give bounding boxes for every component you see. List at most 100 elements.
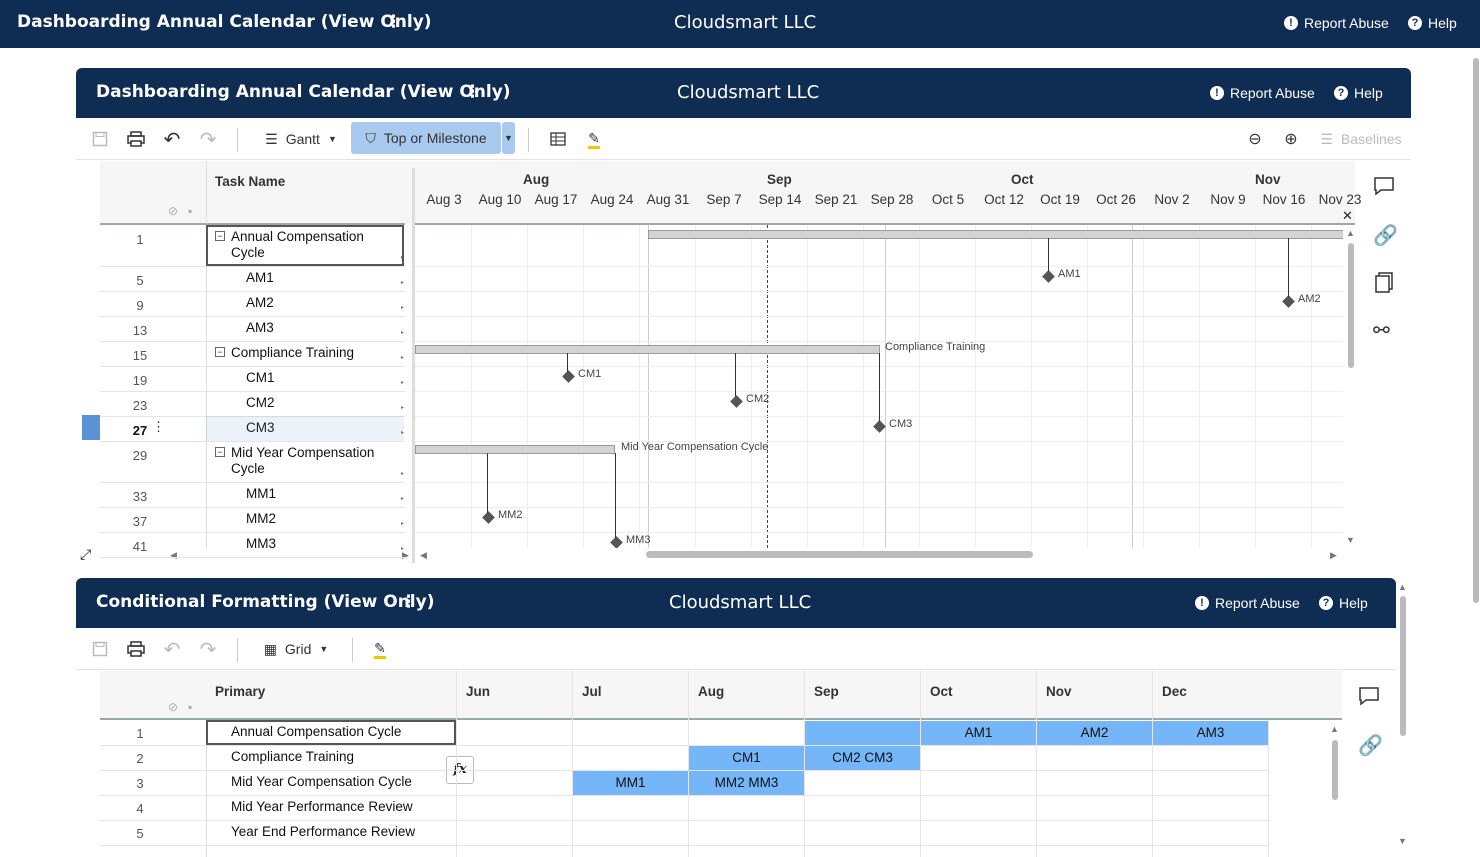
primary-cell[interactable]: Mid Year Compensation Cycle [231,774,412,789]
task-name-cell[interactable]: MM1 [246,486,276,501]
expand-icon[interactable]: ⤢ [80,546,92,562]
cm1-milestone[interactable] [562,370,575,383]
annual-compensation-bar[interactable] [648,230,1343,239]
scroll-up-icon[interactable]: ▲ [1330,724,1339,734]
highlighted-cell[interactable]: CM1 [689,746,804,770]
primary-column-header[interactable]: Primary [215,684,266,699]
primary-cell[interactable]: Mid Year Performance Review [231,799,413,814]
cm3-milestone[interactable] [873,420,886,433]
highlighted-cell[interactable]: AM1 [921,721,1036,745]
view-selector[interactable]: ▦ Grid ▼ [256,628,336,670]
scroll-right-icon[interactable]: ▶ [1330,550,1337,560]
page-scroll-up-icon[interactable]: ▲ [1398,582,1407,592]
vertical-scrollbar[interactable] [1332,740,1338,800]
cm2-milestone[interactable] [730,395,743,408]
month-column-header[interactable]: Jun [466,684,491,699]
row-menu-icon[interactable]: ⋮ [152,419,165,434]
window-scrollbar[interactable] [1473,58,1479,603]
help-button[interactable]: ? Help [1334,85,1383,101]
task-name-cell[interactable]: CM2 [246,395,275,410]
highlighted-cell[interactable] [805,721,920,745]
task-name-cell[interactable]: AM2 [246,295,274,310]
horizontal-scrollbar[interactable] [646,551,1033,558]
primary-cell[interactable]: Year End Performance Review [231,824,416,839]
scroll-down-icon[interactable]: ▼ [1346,535,1355,545]
task-name-cell[interactable]: AM3 [246,320,274,335]
mm2-milestone[interactable] [482,511,495,524]
proofs-icon[interactable] [1373,271,1397,295]
month-column-header[interactable]: Sep [814,684,839,699]
undo-icon[interactable]: ↶ [163,128,181,151]
save-icon[interactable] [88,628,112,670]
row-selector[interactable] [82,415,100,440]
zoom-out-icon[interactable]: ⊖ [1248,131,1262,148]
month-column-header[interactable]: Dec [1162,684,1187,699]
help-button[interactable]: ? Help [1408,15,1457,31]
highlighted-cell[interactable]: AM3 [1153,721,1268,745]
conversations-icon[interactable] [1373,176,1397,200]
highlighted-cell[interactable]: MM2 MM3 [689,771,804,795]
month-column-header[interactable]: Oct [930,684,953,699]
task-name-cell[interactable]: CM3 [246,420,275,435]
redo-icon[interactable]: ↷ [199,638,217,661]
month-column-header[interactable]: Jul [582,684,602,699]
report-abuse-button[interactable]: ! Report Abuse [1284,15,1389,31]
print-icon[interactable] [124,118,148,160]
print-icon[interactable] [124,628,148,670]
highlight-icon[interactable]: ✎ [368,628,392,670]
filter-button[interactable]: ⛉ Top or Milestone [351,122,501,154]
zoom-in-icon[interactable]: ⊕ [1284,131,1298,148]
scroll-left-icon[interactable]: ◀ [170,550,177,560]
collapse-icon[interactable]: − [215,231,225,241]
task-name-cell[interactable]: CM1 [246,370,275,385]
more-options-icon[interactable]: ⋮ [385,12,402,32]
task-name-cell[interactable]: Annual Compensation Cycle [231,229,364,260]
primary-cell[interactable]: Compliance Training [231,749,355,764]
scroll-up-icon[interactable]: ▲ [1346,228,1355,238]
pane-splitter[interactable] [412,168,415,563]
task-name-cell[interactable]: MM2 [246,511,276,526]
report-abuse-button[interactable]: ! Report Abuse [1210,85,1315,101]
more-options-icon[interactable]: ⋮ [464,82,481,102]
highlighted-cell[interactable]: MM1 [573,771,688,795]
attachments-icon[interactable]: 🔗 [1373,225,1398,247]
row-number: 19 [132,373,148,388]
page-scrollbar[interactable] [1400,596,1406,736]
am2-milestone[interactable] [1282,295,1295,308]
collapse-icon[interactable]: − [215,447,225,457]
conversations-icon[interactable] [1358,686,1382,710]
highlighted-cell[interactable]: CM2 CM3 [805,746,920,770]
scroll-left-icon[interactable]: ◀ [420,550,427,560]
attachments-icon[interactable]: 🔗 [1358,735,1383,757]
undo-icon[interactable]: ↶ [163,638,181,661]
close-icon[interactable]: ✕ [1342,208,1353,223]
mid-year-compensation-bar[interactable] [415,445,615,454]
save-icon[interactable] [88,118,112,160]
task-name-cell[interactable]: AM1 [246,270,274,285]
highlighted-cell[interactable]: AM2 [1037,721,1152,745]
month-column-header[interactable]: Nov [1046,684,1072,699]
view-selector[interactable]: ☰ Gantt ▼ [256,118,346,160]
mm3-milestone[interactable] [610,536,623,548]
compliance-training-bar[interactable] [415,345,880,354]
primary-cell[interactable]: Annual Compensation Cycle [231,724,402,739]
collapse-icon[interactable]: − [215,347,225,357]
page-scroll-down-icon[interactable]: ▼ [1398,836,1407,846]
task-name-cell[interactable]: MM3 [246,536,276,551]
am1-milestone[interactable] [1042,270,1055,283]
task-name-header[interactable]: Task Name [215,174,286,189]
month-column-header[interactable]: Aug [698,684,725,699]
help-button[interactable]: ? Help [1319,595,1368,611]
more-options-icon[interactable]: ⋮ [400,592,417,612]
grid-icon[interactable] [546,118,570,160]
baselines-button[interactable]: ☰ Baselines [1316,118,1406,160]
task-name-cell[interactable]: Compliance Training [231,345,355,360]
vertical-scrollbar[interactable] [1348,243,1354,368]
task-name-cell[interactable]: Mid Year Compensation Cycle [231,445,375,476]
connections-icon[interactable]: ⚯ [1373,320,1390,342]
redo-icon[interactable]: ↷ [199,128,217,151]
scroll-right-icon[interactable]: ▶ [402,550,409,560]
filter-dropdown-icon[interactable]: ▼ [502,122,515,154]
report-abuse-button[interactable]: ! Report Abuse [1195,595,1300,611]
highlight-icon[interactable]: ✎ [582,118,606,160]
